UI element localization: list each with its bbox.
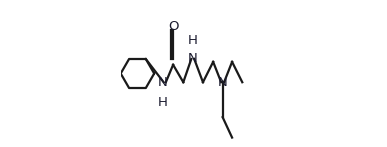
Text: N: N (188, 52, 198, 65)
Text: H: H (158, 96, 168, 109)
Text: N: N (218, 76, 228, 89)
Text: O: O (168, 20, 178, 33)
Text: N: N (158, 76, 168, 89)
Text: H: H (188, 34, 198, 46)
